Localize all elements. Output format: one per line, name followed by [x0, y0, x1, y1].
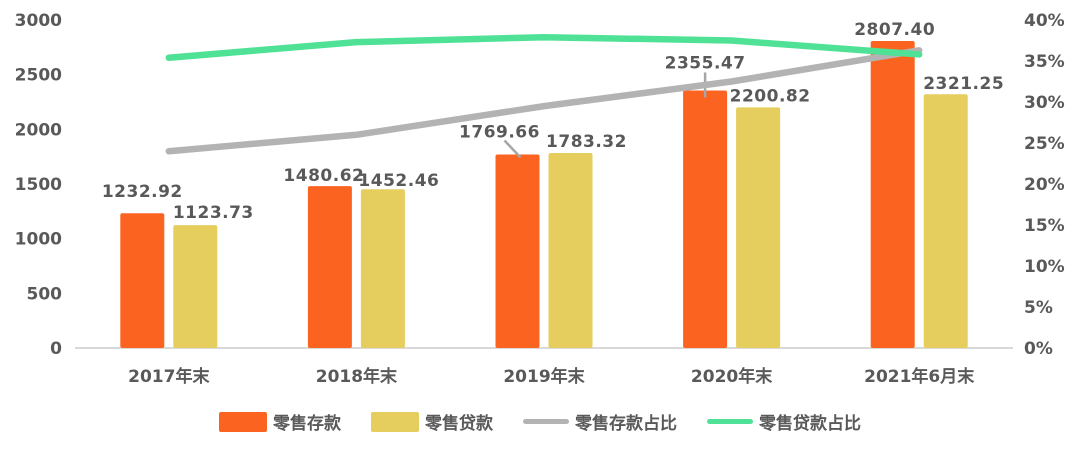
- legend-item-deposits[interactable]: 零售存款: [219, 409, 341, 434]
- right-axis-tick: 5%: [1024, 298, 1053, 318]
- line-deposit_ratio[interactable]: [165, 47, 923, 155]
- right-axis-tick: 0%: [1024, 339, 1053, 359]
- data-label-deposits-1: 1480.62: [283, 166, 364, 186]
- legend-item-deposit_ratio[interactable]: 零售存款占比: [523, 409, 677, 434]
- bar-deposits-0[interactable]: [120, 213, 165, 348]
- x-axis-label-4: 2021年6月末: [864, 366, 975, 387]
- right-axis-tick: 35%: [1024, 52, 1065, 72]
- data-label-loans-3: 2200.82: [730, 86, 811, 106]
- right-axis-tick: 25%: [1024, 134, 1065, 154]
- right-axis-tick: 10%: [1024, 257, 1065, 277]
- legend-label-deposit_ratio: 零售存款占比: [575, 414, 677, 434]
- right-axis-tick: 30%: [1024, 93, 1065, 113]
- data-label-loans-1: 1452.46: [358, 171, 439, 191]
- data-label-loans-0: 1123.73: [173, 203, 254, 223]
- bar-loans-2[interactable]: [548, 153, 593, 348]
- left-axis-tick: 3000: [15, 11, 62, 31]
- legend-swatch-loans-bar-icon: [371, 411, 419, 432]
- legend-item-loans[interactable]: 零售贷款: [371, 409, 493, 434]
- bar-loans-3[interactable]: [736, 107, 781, 348]
- bar-loans-1[interactable]: [360, 189, 405, 348]
- bar-deposits-3[interactable]: [683, 90, 728, 348]
- x-axis-label-3: 2020年末: [691, 366, 773, 387]
- label-leader-line: [503, 139, 522, 159]
- line-loan_ratio[interactable]: [165, 33, 923, 61]
- legend-label-loan_ratio: 零售贷款占比: [759, 414, 861, 434]
- left-axis-tick: 0: [50, 339, 62, 359]
- chart-legend: 零售存款 零售贷款 零售存款占比 零售贷款占比: [0, 409, 1080, 434]
- left-axis-tick: 500: [27, 284, 63, 304]
- right-axis-tick: 20%: [1024, 175, 1065, 195]
- x-axis-label-0: 2017年末: [128, 366, 210, 387]
- right-axis-tick: 40%: [1024, 11, 1065, 31]
- bar-deposits-2[interactable]: [495, 154, 540, 348]
- left-axis-tick: 1000: [15, 230, 62, 250]
- bar-loans-0[interactable]: [173, 225, 218, 348]
- x-axis-label-2: 2019年末: [503, 366, 585, 387]
- left-axis-tick: 2500: [15, 66, 62, 86]
- bar-loans-4[interactable]: [923, 94, 968, 349]
- legend-item-loan_ratio[interactable]: 零售贷款占比: [707, 409, 861, 434]
- data-label-loans-4: 2321.25: [923, 74, 1004, 94]
- legend-swatch-deposits-bar-icon: [219, 411, 267, 432]
- legend-label-loans: 零售贷款: [425, 414, 493, 434]
- data-label-deposits-4: 2807.40: [854, 20, 935, 40]
- left-axis-tick: 1500: [15, 175, 62, 195]
- left-axis-tick: 2000: [15, 120, 62, 140]
- legend-swatch-loan_ratio-line-icon: [707, 419, 753, 424]
- bar-deposits-1[interactable]: [307, 186, 352, 348]
- data-label-loans-2: 1783.32: [546, 132, 627, 152]
- data-label-deposits-3: 2355.47: [665, 53, 746, 73]
- bar-deposits-4[interactable]: [870, 41, 915, 349]
- data-label-deposits-0: 1232.92: [102, 182, 183, 202]
- legend-swatch-deposit_ratio-line-icon: [523, 419, 569, 424]
- data-label-deposits-2: 1769.66: [459, 123, 540, 143]
- right-axis-tick: 15%: [1024, 216, 1065, 236]
- legend-label-deposits: 零售存款: [273, 414, 341, 434]
- x-axis-label-1: 2018年末: [316, 366, 398, 387]
